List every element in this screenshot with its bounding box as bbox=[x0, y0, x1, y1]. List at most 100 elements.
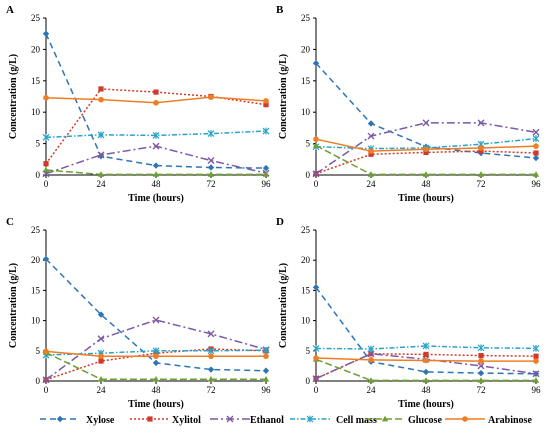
x-tick-label: 72 bbox=[207, 179, 216, 189]
legend-marker-xylose bbox=[56, 415, 64, 423]
y-tick-label: 20 bbox=[301, 255, 311, 265]
series-line-xylitol bbox=[315, 353, 537, 380]
panel-letter: B bbox=[276, 4, 284, 16]
data-point-glucose bbox=[477, 377, 485, 383]
data-point-glucose bbox=[262, 375, 270, 382]
data-point-xylitol bbox=[43, 161, 49, 167]
series-ethanol bbox=[42, 142, 270, 178]
data-point-xylose bbox=[207, 164, 215, 171]
data-point-ethanol bbox=[312, 375, 320, 383]
series-line-xylitol bbox=[45, 88, 267, 165]
data-point-arabinose bbox=[43, 348, 49, 355]
data-point-ethanol bbox=[97, 151, 105, 159]
data-point-arabinose bbox=[98, 353, 104, 360]
y-tick-label: 20 bbox=[31, 44, 41, 54]
data-point-cell-mass bbox=[207, 130, 215, 137]
data-point-ethanol bbox=[532, 128, 540, 136]
panel-letter: D bbox=[276, 216, 284, 228]
y-tick-label: 20 bbox=[301, 44, 311, 54]
series-line-ethanol bbox=[45, 145, 267, 175]
data-point-cell-mass bbox=[532, 344, 540, 352]
y-tick-label: 0 bbox=[306, 170, 311, 180]
x-tick-label: 24 bbox=[97, 179, 107, 189]
series-line-cell-mass bbox=[315, 345, 537, 350]
y-tick-label: 0 bbox=[36, 170, 41, 180]
data-point-arabinose bbox=[263, 353, 269, 360]
data-point-ethanol bbox=[422, 119, 430, 127]
data-point-xylose bbox=[262, 164, 270, 172]
chart-panel-c: C 0 5 10 15 20 25 0 24 48 72 96 Time (hours) Concentr… bbox=[6, 216, 271, 410]
data-point-ethanol bbox=[152, 142, 160, 150]
legend-label-cell-mass: Cell mass bbox=[336, 415, 377, 426]
y-tick-label: 25 bbox=[31, 225, 41, 235]
data-point-cell-mass bbox=[367, 345, 375, 353]
y-tick-label: 10 bbox=[31, 107, 41, 117]
y-tick-label: 25 bbox=[31, 13, 41, 23]
data-point-xylose bbox=[207, 366, 215, 373]
data-point-cell-mass bbox=[312, 344, 320, 352]
legend-item-ethanol: Ethanol bbox=[210, 415, 284, 426]
data-point-xylose bbox=[42, 255, 50, 263]
y-tick-label: 25 bbox=[301, 13, 311, 23]
series-ethanol bbox=[312, 119, 540, 178]
data-point-xylose bbox=[152, 162, 160, 169]
data-point-glucose bbox=[97, 171, 105, 177]
x-axis-title: Time (hours) bbox=[128, 193, 184, 204]
data-point-glucose bbox=[422, 171, 430, 177]
series-line-cell-mass bbox=[45, 349, 267, 356]
data-point-arabinose bbox=[368, 357, 374, 363]
x-tick-label: 0 bbox=[314, 179, 319, 189]
data-point-arabinose bbox=[153, 353, 159, 360]
y-tick-label: 15 bbox=[301, 76, 311, 86]
x-tick-label: 0 bbox=[44, 179, 49, 189]
y-tick-label: 20 bbox=[31, 255, 41, 265]
legend-marker-xylitol bbox=[147, 416, 153, 422]
x-axis-title: Time (hours) bbox=[128, 399, 184, 410]
data-point-glucose bbox=[207, 375, 215, 382]
x-tick-label: 48 bbox=[152, 385, 162, 395]
series-line-xylose bbox=[315, 286, 537, 375]
legend-item-xylitol: Xylitol bbox=[130, 415, 201, 426]
data-point-ethanol bbox=[477, 119, 485, 127]
y-tick-label: 25 bbox=[301, 225, 311, 235]
data-point-xylose bbox=[532, 154, 540, 162]
data-point-ethanol bbox=[207, 157, 215, 165]
x-tick-label: 48 bbox=[422, 179, 432, 189]
data-point-xylose bbox=[422, 368, 430, 376]
data-point-glucose bbox=[152, 171, 160, 177]
data-point-xylose bbox=[262, 367, 270, 374]
data-point-arabinose bbox=[43, 94, 49, 101]
data-point-xylose bbox=[42, 30, 50, 37]
data-point-arabinose bbox=[263, 98, 269, 104]
series-glucose bbox=[312, 142, 540, 177]
legend-marker-cell-mass bbox=[306, 415, 314, 423]
data-point-xylose bbox=[97, 311, 105, 318]
data-point-xylitol bbox=[423, 351, 429, 358]
data-point-xylitol bbox=[263, 102, 269, 108]
legend-marker-arabinose bbox=[462, 416, 468, 422]
series-cell-mass bbox=[312, 342, 540, 353]
data-point-cell-mass bbox=[207, 347, 215, 355]
x-tick-label: 72 bbox=[477, 385, 486, 395]
y-tick-label: 5 bbox=[36, 139, 41, 149]
data-point-arabinose bbox=[423, 146, 429, 153]
data-point-ethanol bbox=[152, 316, 160, 324]
x-tick-label: 96 bbox=[262, 385, 272, 395]
y-tick-label: 15 bbox=[31, 76, 41, 86]
data-point-xylitol bbox=[368, 151, 374, 157]
y-tick-label: 10 bbox=[301, 107, 311, 117]
legend: Xylose Xylitol Ethanol Cell mass Glucose Arab… bbox=[40, 415, 532, 426]
x-tick-label: 96 bbox=[532, 179, 542, 189]
data-point-glucose bbox=[312, 142, 320, 148]
data-point-cell-mass bbox=[97, 131, 105, 139]
data-point-cell-mass bbox=[422, 342, 430, 350]
x-tick-label: 72 bbox=[207, 385, 216, 395]
panel-letter: A bbox=[6, 4, 14, 16]
data-point-xylitol bbox=[153, 89, 159, 95]
x-tick-label: 24 bbox=[97, 385, 107, 395]
data-point-glucose bbox=[207, 171, 215, 177]
data-point-arabinose bbox=[478, 145, 484, 151]
x-tick-label: 72 bbox=[477, 179, 486, 189]
data-point-glucose bbox=[532, 171, 540, 177]
x-tick-label: 96 bbox=[262, 179, 272, 189]
